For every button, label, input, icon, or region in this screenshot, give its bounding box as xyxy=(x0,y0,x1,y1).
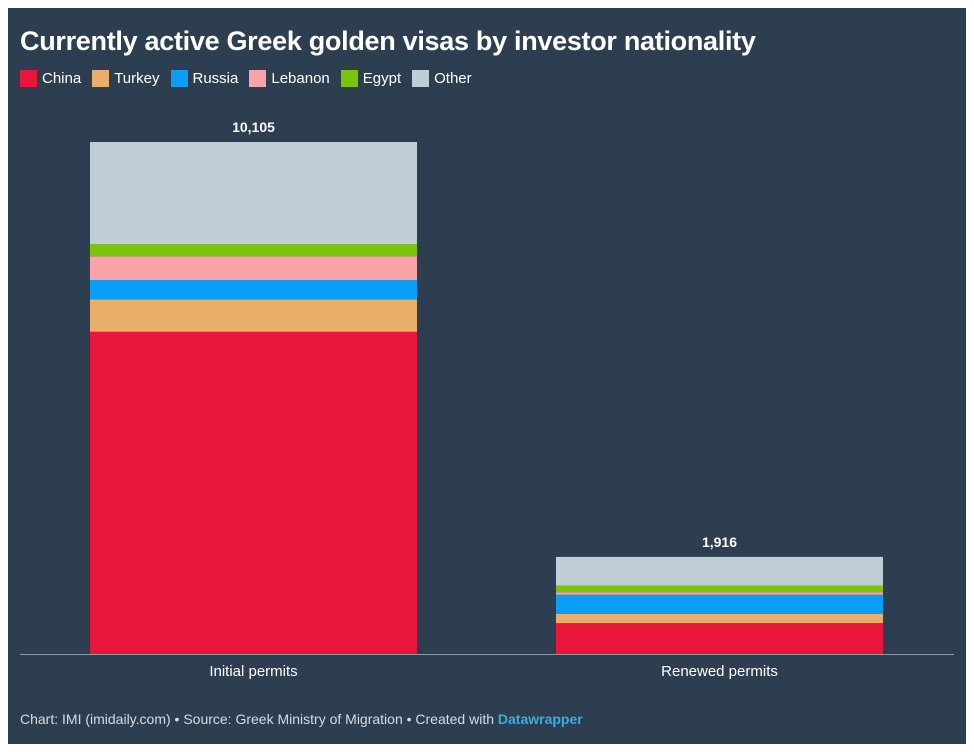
legend-item-lebanon: Lebanon xyxy=(249,70,330,87)
chart-title: Currently active Greek golden visas by i… xyxy=(20,26,756,56)
chart-footer: Chart: IMI (imidaily.com) • Source: Gree… xyxy=(20,711,583,727)
chart-container: Currently active Greek golden visas by i… xyxy=(8,8,966,744)
bar-segment-renewed-permits-egypt xyxy=(556,585,883,593)
bar-segment-renewed-permits-china xyxy=(556,623,883,654)
legend-label-egypt: Egypt xyxy=(362,70,402,87)
bar-segment-initial-permits-lebanon xyxy=(90,256,417,281)
total-label-initial-permits: 10,105 xyxy=(232,119,275,135)
legend: China Turkey Russia Lebanon Egypt Other xyxy=(20,70,483,87)
legend-item-turkey: Turkey xyxy=(92,70,160,87)
legend-item-russia: Russia xyxy=(170,70,239,87)
legend-label-turkey: Turkey xyxy=(114,70,160,87)
legend-label-china: China xyxy=(42,70,82,87)
legend-item-other: Other xyxy=(412,70,472,87)
legend-item-china: China xyxy=(20,70,81,87)
footer-brand-link[interactable]: Datawrapper xyxy=(497,711,583,727)
total-label-renewed-permits: 1,916 xyxy=(702,534,737,550)
bar-segment-initial-permits-egypt xyxy=(90,244,417,257)
legend-swatch-russia xyxy=(170,70,188,87)
bar-segment-initial-permits-other xyxy=(90,142,417,245)
x-tick-label-renewed-permits: Renewed permits xyxy=(661,663,778,680)
bar-segment-initial-permits-russia xyxy=(90,280,417,300)
legend-swatch-other xyxy=(412,70,430,87)
bar-segment-renewed-permits-turkey xyxy=(556,613,883,624)
chart-plot: 10,105 Initial permits 1,916 Renewed permit… xyxy=(20,119,954,680)
bar-segment-initial-permits-turkey xyxy=(90,299,417,332)
legend-label-lebanon: Lebanon xyxy=(271,70,330,87)
bar-segment-initial-permits-china xyxy=(90,331,417,654)
bar-segment-renewed-permits-other xyxy=(556,556,883,586)
footer-credit: Chart: IMI (imidaily.com) • Source: Gree… xyxy=(20,711,498,727)
legend-swatch-china xyxy=(20,70,37,87)
x-tick-label-initial-permits: Initial permits xyxy=(209,663,297,680)
legend-item-egypt: Egypt xyxy=(340,70,402,87)
legend-label-other: Other xyxy=(434,70,472,87)
legend-swatch-turkey xyxy=(92,70,110,87)
legend-label-russia: Russia xyxy=(192,70,239,87)
legend-swatch-lebanon xyxy=(249,70,267,87)
bar-segment-renewed-permits-russia xyxy=(556,594,883,614)
legend-swatch-egypt xyxy=(340,70,358,87)
bar-segment-renewed-permits-lebanon xyxy=(556,592,883,595)
